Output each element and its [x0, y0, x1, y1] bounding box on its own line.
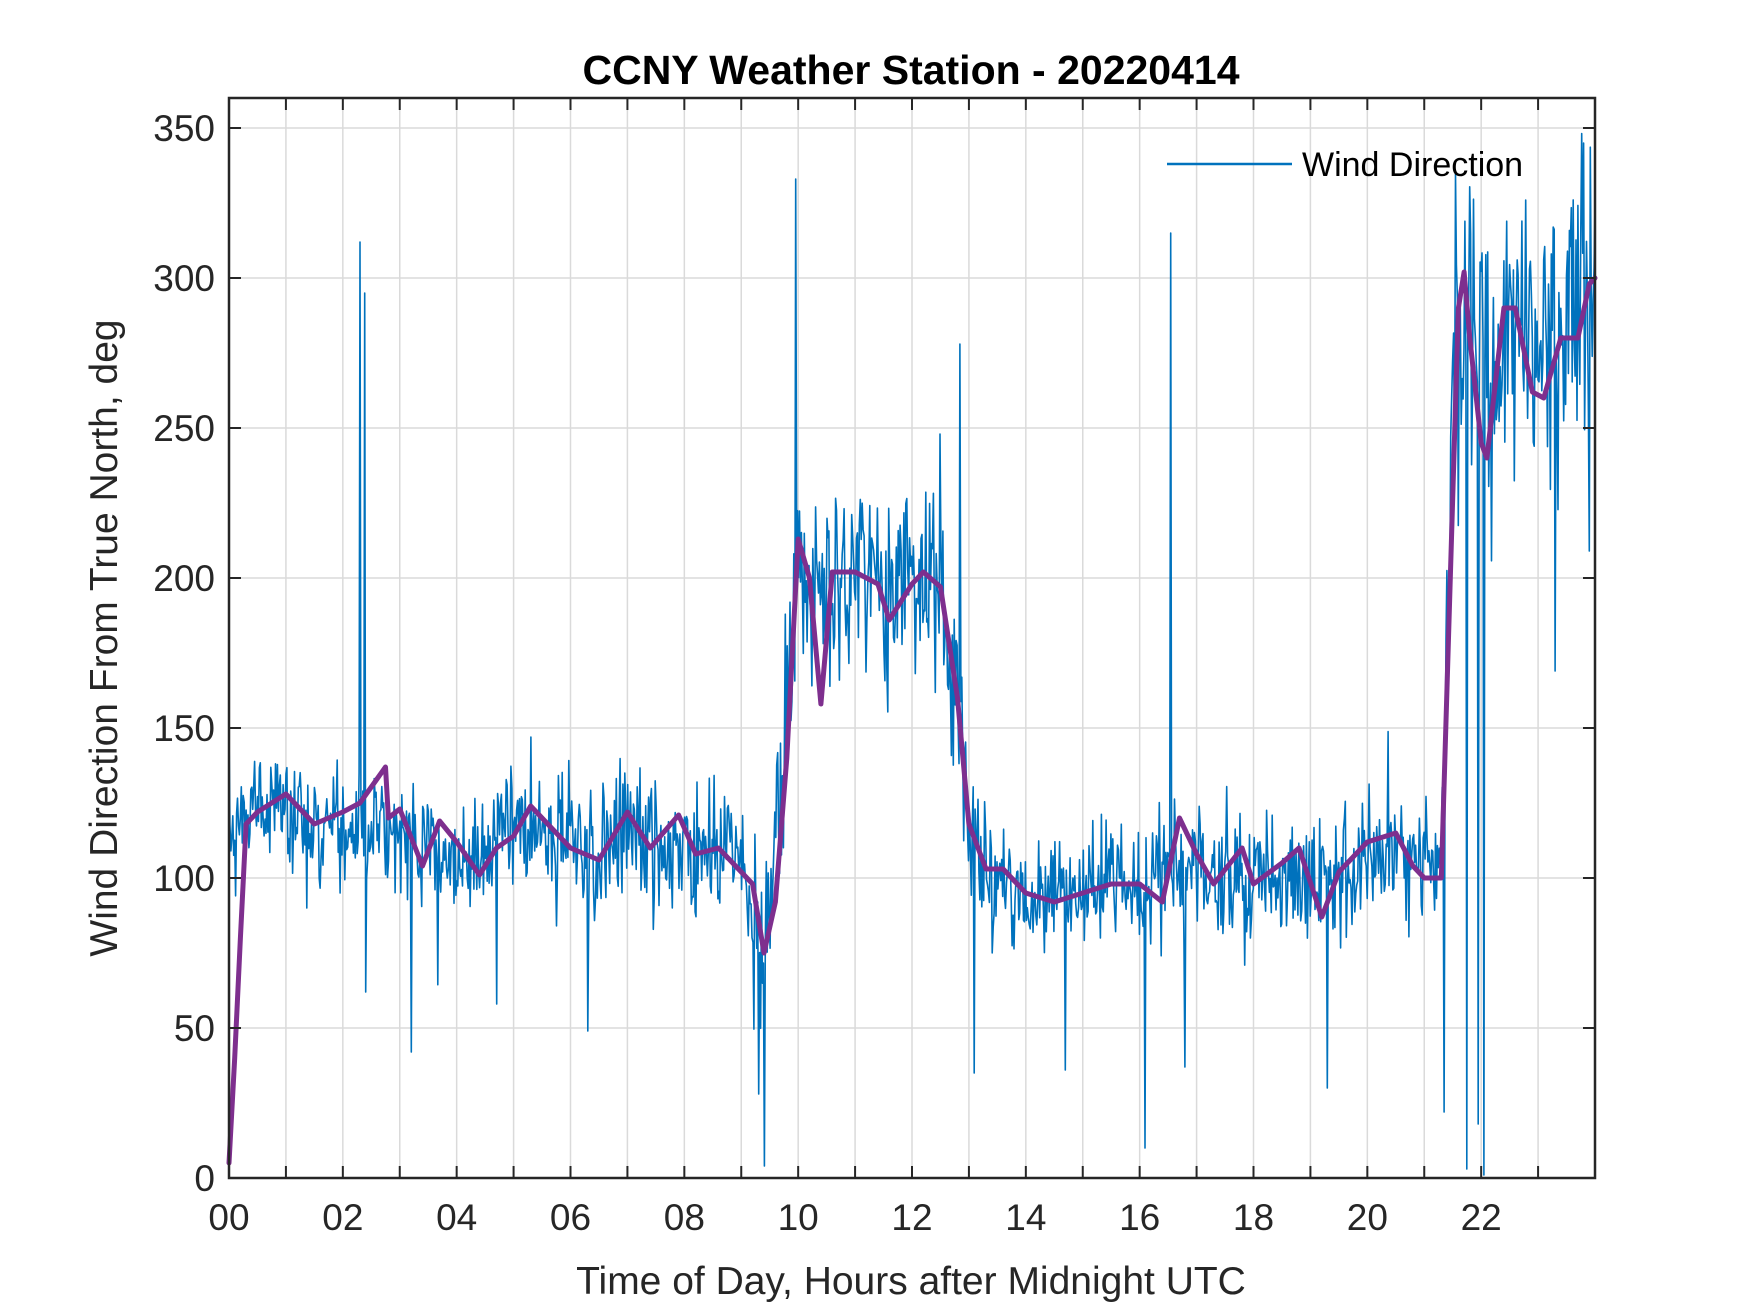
y-tick-label: 200 — [153, 558, 215, 599]
legend-label-wind-direction: Wind Direction — [1302, 146, 1523, 184]
y-tick-labels: 0 50 100 150 200 250 300 350 — [153, 108, 215, 1199]
x-tick-label: 18 — [1233, 1197, 1274, 1238]
series-line-smoothed — [226, 269, 1598, 1166]
x-tick-label: 06 — [550, 1197, 591, 1238]
axis-ticks — [229, 98, 1595, 1179]
x-tick-label: 08 — [664, 1197, 705, 1238]
x-tick-label: 16 — [1119, 1197, 1160, 1238]
y-tick-label: 350 — [153, 108, 215, 149]
y-tick-label: 100 — [153, 858, 215, 899]
x-tick-label: 04 — [436, 1197, 477, 1238]
y-tick-label: 250 — [153, 408, 215, 449]
y-axis-label: Wind Direction From True North, deg — [83, 319, 126, 956]
y-tick-label: 150 — [153, 708, 215, 749]
chart-title: CCNY Weather Station - 20220414 — [582, 47, 1239, 93]
x-axis-label: Time of Day, Hours after Midnight UTC — [576, 1260, 1246, 1303]
y-tick-label: 300 — [153, 258, 215, 299]
y-tick-label: 0 — [194, 1158, 215, 1199]
legend: Wind Direction — [1167, 146, 1523, 184]
x-tick-label: 12 — [891, 1197, 932, 1238]
x-tick-label: 10 — [778, 1197, 819, 1238]
series-smoothed — [226, 269, 1598, 1166]
x-tick-label: 20 — [1347, 1197, 1388, 1238]
x-tick-label: 02 — [322, 1197, 363, 1238]
series-wind-direction — [228, 132, 1596, 1176]
x-tick-label: 22 — [1461, 1197, 1502, 1238]
x-tick-label: 14 — [1005, 1197, 1046, 1238]
series-line-wind-direction — [228, 132, 1596, 1176]
y-tick-label: 50 — [174, 1008, 215, 1049]
x-tick-labels: 00 02 04 06 08 10 12 14 16 18 20 22 — [208, 1197, 1501, 1238]
x-tick-label: 00 — [208, 1197, 249, 1238]
grid-lines — [229, 98, 1595, 1178]
